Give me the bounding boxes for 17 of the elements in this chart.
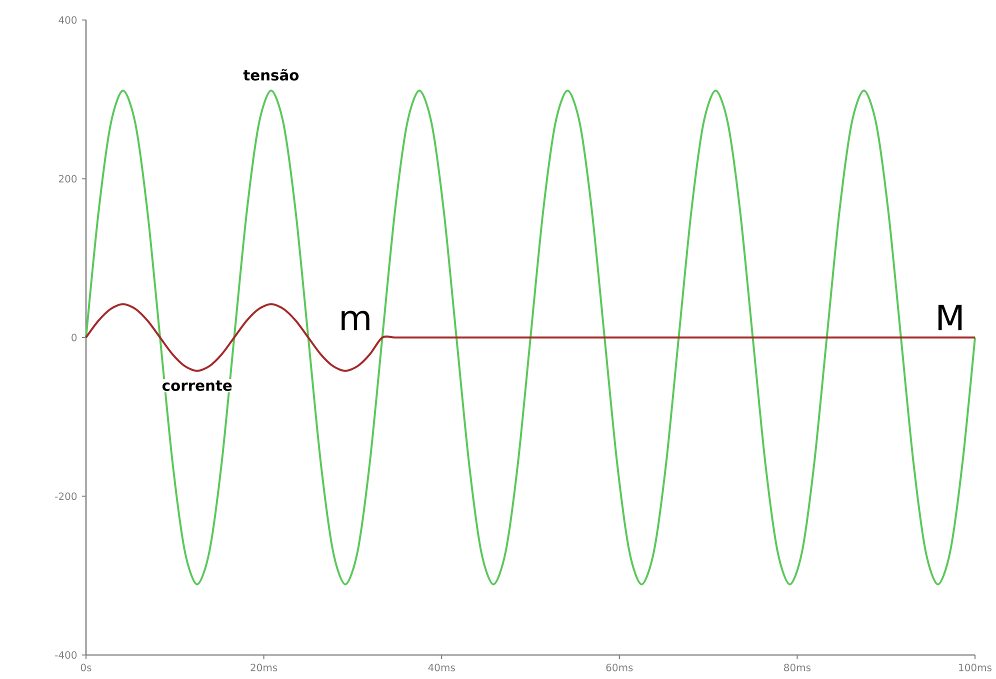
annotation: m bbox=[342, 310, 370, 330]
annotation: tensão bbox=[243, 69, 299, 81]
x-tick-label: 0s bbox=[80, 664, 92, 672]
y-tick-label: 0 bbox=[72, 334, 77, 342]
y-tick-label: -200 bbox=[55, 492, 77, 500]
x-tick-label: 80ms bbox=[784, 664, 811, 672]
y-tick-label: 200 bbox=[58, 174, 77, 183]
y-tick-label: 400 bbox=[58, 16, 77, 24]
line-series bbox=[85, 90, 976, 586]
x-tick-label: 60ms bbox=[606, 664, 633, 672]
line-series bbox=[85, 303, 976, 372]
x-tick-label: 40ms bbox=[428, 664, 455, 672]
x-tick-label: 100ms bbox=[959, 664, 992, 672]
annotation: corrente bbox=[162, 380, 232, 391]
x-tick-label: 20ms bbox=[250, 664, 278, 672]
annotation: M bbox=[938, 304, 962, 330]
y-tick-label: -400 bbox=[55, 651, 77, 659]
